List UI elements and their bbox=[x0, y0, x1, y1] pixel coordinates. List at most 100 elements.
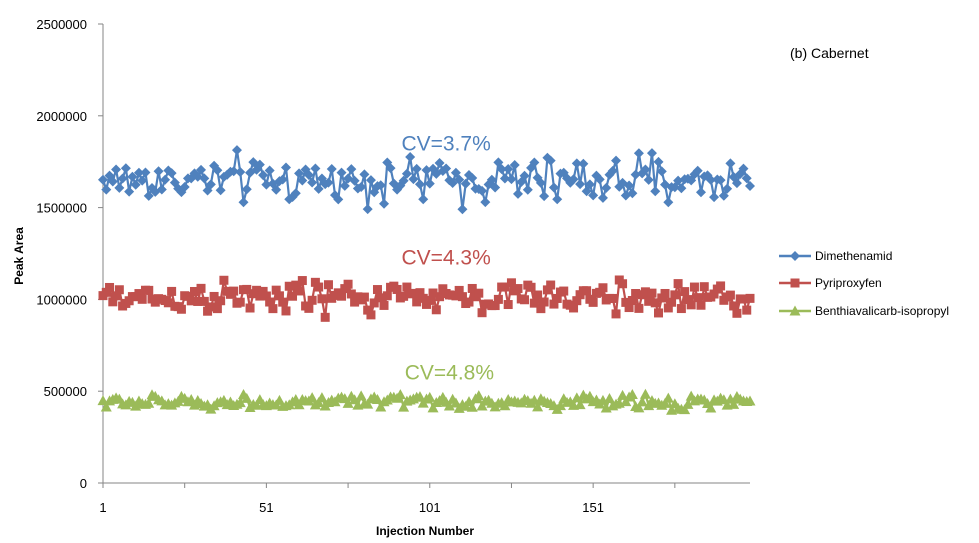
data-point bbox=[490, 301, 500, 311]
legend-marker bbox=[790, 251, 800, 261]
data-point bbox=[663, 197, 674, 208]
data-point bbox=[100, 401, 112, 412]
legend-marker bbox=[790, 278, 800, 288]
data-point bbox=[607, 165, 618, 176]
data-point bbox=[626, 388, 638, 399]
data-point bbox=[219, 275, 229, 285]
data-point bbox=[597, 192, 608, 203]
data-point bbox=[636, 396, 648, 407]
data-point bbox=[699, 282, 709, 292]
data-point bbox=[466, 401, 478, 412]
data-point bbox=[745, 181, 755, 192]
data-point bbox=[631, 289, 641, 299]
data-point bbox=[493, 294, 503, 304]
data-point bbox=[659, 397, 671, 408]
legend-label: Benthiavalicarb-isopropyl bbox=[815, 304, 949, 318]
data-point bbox=[379, 198, 390, 209]
data-point bbox=[705, 174, 716, 185]
data-point bbox=[193, 296, 203, 306]
data-point bbox=[394, 389, 406, 400]
data-point bbox=[401, 168, 412, 179]
y-tick-label: 2000000 bbox=[36, 109, 87, 124]
data-point bbox=[372, 285, 382, 295]
legend-marker bbox=[789, 305, 801, 316]
data-point bbox=[474, 288, 484, 298]
data-point bbox=[314, 282, 324, 292]
data-point bbox=[156, 184, 167, 195]
data-point bbox=[519, 170, 530, 181]
data-point bbox=[111, 164, 122, 175]
data-point bbox=[568, 174, 579, 185]
data-point bbox=[650, 298, 660, 308]
data-point bbox=[371, 393, 383, 404]
data-point bbox=[362, 204, 373, 215]
data-point bbox=[179, 181, 190, 192]
data-point bbox=[633, 402, 645, 413]
data-point bbox=[633, 148, 644, 159]
data-point bbox=[725, 158, 736, 169]
data-point bbox=[729, 301, 739, 311]
data-point bbox=[595, 287, 605, 297]
data-point bbox=[574, 399, 586, 410]
data-point bbox=[228, 166, 239, 177]
data-point bbox=[725, 290, 735, 300]
data-point bbox=[499, 173, 510, 184]
data-point bbox=[238, 197, 249, 208]
data-point bbox=[503, 164, 514, 175]
data-point bbox=[216, 296, 226, 306]
data-point bbox=[215, 185, 226, 196]
data-point bbox=[584, 179, 595, 190]
data-point bbox=[467, 172, 478, 183]
x-axis-ticks: 1 51 101 151 bbox=[99, 483, 676, 515]
data-point bbox=[460, 178, 471, 189]
data-point bbox=[608, 293, 618, 303]
data-point bbox=[457, 292, 467, 302]
series-layer bbox=[97, 145, 756, 415]
data-point bbox=[392, 284, 402, 294]
data-point bbox=[209, 291, 219, 301]
data-point bbox=[650, 186, 661, 197]
data-point bbox=[588, 190, 599, 201]
data-point bbox=[241, 184, 252, 195]
data-point bbox=[140, 167, 151, 178]
series-benthiavalicarb-isopropyl bbox=[97, 388, 756, 415]
data-point bbox=[431, 305, 441, 315]
y-tick-label: 2500000 bbox=[36, 17, 87, 32]
data-point bbox=[398, 401, 410, 412]
data-point bbox=[133, 167, 144, 178]
data-point bbox=[303, 169, 314, 180]
legend-label: Dimethenamid bbox=[815, 249, 892, 263]
data-point bbox=[167, 286, 177, 296]
data-point bbox=[245, 303, 255, 313]
data-point bbox=[454, 285, 464, 295]
data-point bbox=[435, 292, 445, 302]
data-point bbox=[320, 312, 330, 322]
data-point bbox=[293, 399, 305, 410]
data-point bbox=[434, 157, 445, 168]
data-point bbox=[411, 163, 422, 174]
data-point bbox=[130, 400, 142, 411]
data-point bbox=[261, 179, 272, 190]
data-point bbox=[254, 159, 265, 170]
data-point bbox=[271, 285, 281, 295]
data-point bbox=[234, 397, 246, 408]
legend: Dimethenamid Pyriproxyfen Benthiavalicarb-… bbox=[779, 249, 949, 318]
x-tick-label: 1 bbox=[99, 500, 106, 515]
data-point bbox=[127, 171, 138, 182]
data-point bbox=[624, 303, 634, 313]
data-point bbox=[571, 392, 583, 403]
data-point bbox=[709, 192, 720, 203]
data-point bbox=[336, 167, 347, 178]
y-tick-label: 0 bbox=[80, 476, 87, 491]
data-point bbox=[722, 183, 733, 194]
data-point bbox=[696, 300, 706, 310]
data-point bbox=[683, 295, 693, 305]
data-point bbox=[333, 194, 344, 205]
data-point bbox=[545, 155, 556, 166]
data-point bbox=[621, 297, 631, 307]
data-point bbox=[130, 179, 141, 190]
data-point bbox=[529, 157, 540, 168]
data-point bbox=[477, 185, 488, 196]
data-point bbox=[108, 297, 118, 307]
y-axis-ticks: 0 500000 1000000 1500000 2000000 2500000 bbox=[36, 17, 103, 491]
